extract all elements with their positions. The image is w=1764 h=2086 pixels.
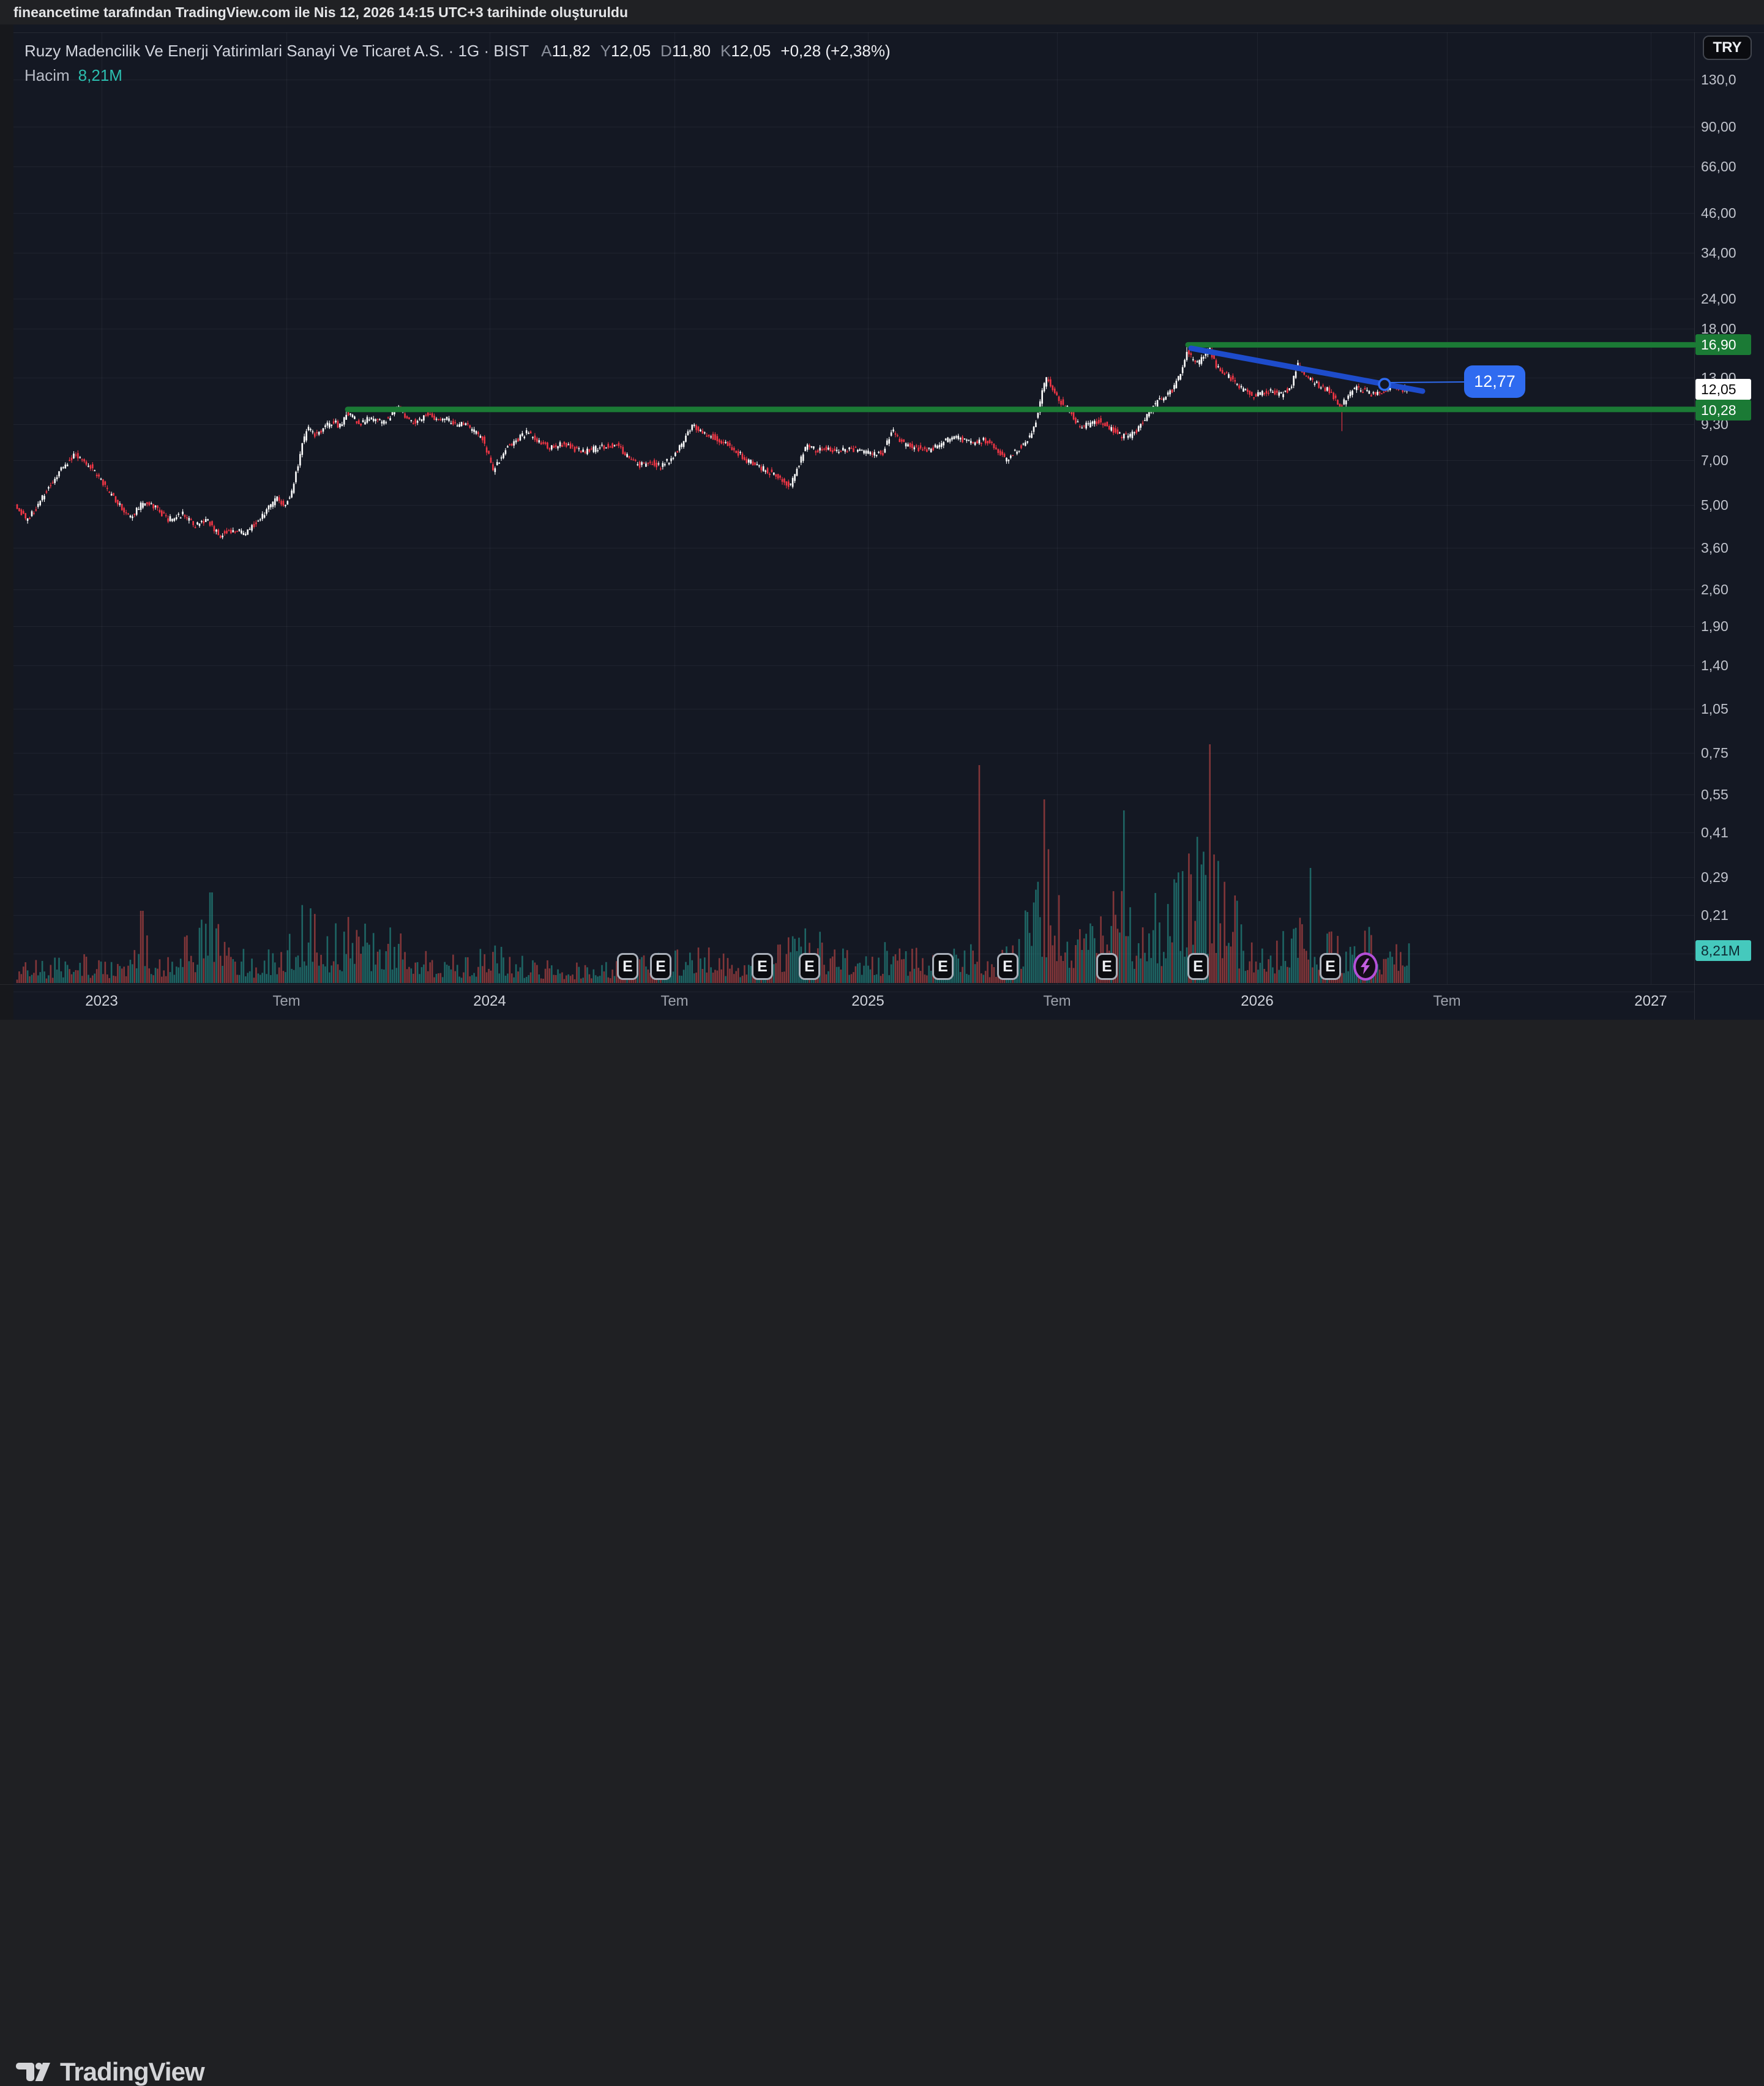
tradingview-logo-icon [16, 2063, 50, 2081]
price-tick-label: 7,00 [1701, 452, 1728, 468]
price-tick-label: 5,00 [1701, 497, 1728, 513]
legend-symbol-row: Ruzy Madencilik Ve Enerji Yatirimlari Sa… [24, 42, 891, 61]
chart-left-margin [0, 24, 13, 1020]
ohlc-values: A11,82 Y12,05 D11,80 K12,05 [541, 42, 780, 60]
tradingview-logo-text: TradingView [60, 2057, 205, 2086]
flash-event-icon[interactable] [1353, 952, 1378, 981]
chart-legend: Ruzy Madencilik Ve Enerji Yatirimlari Sa… [24, 42, 891, 85]
trendline-price-label[interactable]: 12,77 [1464, 365, 1525, 398]
currency-button[interactable]: TRY [1703, 36, 1752, 60]
trendline-handle [1378, 378, 1391, 391]
price-tick-label: 0,41 [1701, 824, 1728, 840]
price-tick-label: 46,00 [1701, 205, 1736, 221]
chart-pane-background [0, 24, 1764, 1020]
price-tick-label: 34,00 [1701, 245, 1736, 261]
time-tick-label: 2027 [1634, 993, 1667, 1009]
time-tick-label: Tem [272, 993, 301, 1009]
footer: TradingView [0, 1020, 1764, 2085]
ohlc-value: 11,82 [551, 42, 591, 60]
earnings-badge[interactable]: E [1187, 953, 1209, 980]
earnings-badge[interactable]: E [799, 953, 820, 980]
price-chart[interactable] [0, 0, 1764, 1091]
ohlc-key: D [660, 42, 672, 60]
price-tick-label: 1,90 [1701, 618, 1728, 634]
ohlc-key: K [720, 42, 731, 60]
legend-volume-row: Hacim 8,21M [24, 66, 891, 85]
price-tick-label: 1,05 [1701, 701, 1728, 717]
price-tick-label: 90,00 [1701, 119, 1736, 135]
price-tick-label: 1,40 [1701, 657, 1728, 673]
time-tick-label: Tem [1433, 993, 1461, 1009]
earnings-badge[interactable]: E [650, 953, 671, 980]
last-price-badge: 12,05 [1695, 379, 1751, 400]
price-tick-label: 66,00 [1701, 159, 1736, 174]
time-tick-label: 2025 [851, 993, 884, 1009]
earnings-badge[interactable]: E [617, 953, 638, 980]
price-tick-label: 0,21 [1701, 907, 1728, 923]
time-tick-label: Tem [1043, 993, 1071, 1009]
price-tick-label: 18,00 [1701, 321, 1736, 337]
price-tick-label: 0,29 [1701, 869, 1728, 885]
price-tick-label: 130,0 [1701, 72, 1736, 88]
tradingview-logo[interactable]: TradingView [16, 2057, 205, 2086]
earnings-badge[interactable]: E [1320, 953, 1341, 980]
volume-label: Hacim [24, 66, 70, 84]
price-tick-label: 0,55 [1701, 787, 1728, 802]
earnings-badge[interactable]: E [1096, 953, 1118, 980]
earnings-badge[interactable]: E [752, 953, 773, 980]
ohlc-value: 11,80 [671, 42, 711, 60]
price-tick-label: 3,60 [1701, 540, 1728, 556]
time-tick-label: 2024 [473, 993, 506, 1009]
price-tick-label: 24,00 [1701, 291, 1736, 307]
ohlc-key: Y [600, 42, 611, 60]
ohlc-key: A [541, 42, 552, 60]
change-value: +0,28 (+2,38%) [780, 42, 891, 60]
time-tick-label: 2023 [85, 993, 118, 1009]
attribution-text: fineancetime tarafından TradingView.com … [13, 4, 628, 20]
volume-value: 8,21M [78, 66, 122, 84]
volume-badge: 8,21M [1695, 940, 1751, 961]
time-tick-label: 2026 [1241, 993, 1274, 1009]
ohlc-value: 12,05 [610, 42, 651, 60]
earnings-badge[interactable]: E [997, 953, 1018, 980]
price-tick-label: 0,75 [1701, 745, 1728, 761]
earnings-badge[interactable]: E [932, 953, 954, 980]
symbol-title: Ruzy Madencilik Ve Enerji Yatirimlari Sa… [24, 42, 529, 60]
level-price-badge: 10,28 [1695, 400, 1751, 421]
time-tick-label: Tem [660, 993, 689, 1009]
attribution-bar: fineancetime tarafından TradingView.com … [0, 0, 1764, 24]
ohlc-value: 12,05 [731, 42, 771, 60]
level-price-badge: 16,90 [1695, 334, 1751, 355]
price-tick-label: 2,60 [1701, 581, 1728, 597]
